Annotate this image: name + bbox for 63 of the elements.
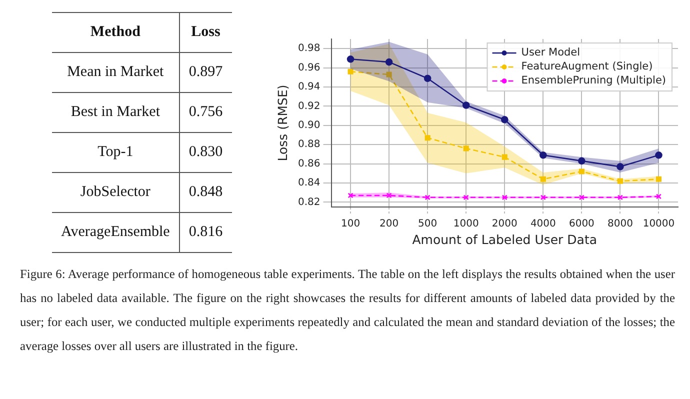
point bbox=[348, 192, 354, 198]
y-tick-label: 0.88 bbox=[298, 139, 320, 150]
x-tick-label: 1000 bbox=[453, 218, 479, 230]
x-tick-label: 6000 bbox=[568, 218, 594, 230]
point bbox=[386, 192, 392, 198]
point bbox=[424, 74, 432, 82]
point bbox=[540, 194, 546, 200]
point bbox=[502, 194, 508, 200]
x-axis-title: Amount of Labeled User Data bbox=[412, 232, 598, 247]
point bbox=[656, 176, 662, 182]
point bbox=[656, 194, 662, 200]
point bbox=[463, 194, 469, 200]
point bbox=[617, 178, 623, 184]
caption: Figure 6: Average performance of homogeneous table experiments. The table on the left displays the results obtained when the user has no labeled data available. The figure on the right showcases the results for different amounts of labeled data provided by the user; for each user, we conducted multiple experiments repeatedly and calculated the mean and standard deviation of the losses; the average losses over all users are illustrated in the figure. bbox=[20, 266, 675, 355]
point bbox=[500, 116, 508, 124]
point bbox=[616, 163, 624, 170]
text: Method bbox=[52, 12, 180, 52]
point bbox=[540, 152, 547, 159]
point bbox=[385, 58, 393, 66]
point bbox=[424, 194, 430, 200]
y-tick-label: 0.98 bbox=[298, 43, 320, 54]
data-label: 0.897 bbox=[179, 52, 232, 92]
y-tick-label: 0.86 bbox=[298, 158, 320, 170]
category-label: Mean in Market bbox=[52, 52, 180, 92]
x-tick-label: 200 bbox=[380, 218, 399, 230]
category-label: Top-1 bbox=[52, 132, 180, 172]
y-tick-label: 0.94 bbox=[298, 82, 320, 93]
x-tick-label: 2000 bbox=[492, 218, 518, 230]
point bbox=[502, 154, 508, 160]
point bbox=[578, 194, 584, 200]
y-tick-label: 0.92 bbox=[298, 100, 320, 112]
data-label: 0.848 bbox=[179, 172, 232, 212]
y-tick-label: 0.84 bbox=[298, 178, 320, 189]
text: Loss bbox=[179, 12, 232, 52]
legend-label: FeatureAugment (Single) bbox=[521, 60, 653, 73]
point bbox=[617, 194, 623, 200]
category-label: AverageEnsemble bbox=[52, 212, 180, 252]
category-label: Best in Market bbox=[52, 92, 180, 132]
point bbox=[578, 168, 584, 174]
legend-label: EnsemblePruning (Multiple) bbox=[521, 74, 666, 87]
legend-label: User Model bbox=[521, 46, 580, 59]
point bbox=[348, 68, 354, 74]
point bbox=[578, 157, 586, 165]
x-tick-label: 500 bbox=[418, 218, 438, 230]
x-tick-label: 8000 bbox=[607, 218, 633, 230]
point bbox=[424, 135, 430, 141]
x-tick-label: 10000 bbox=[642, 218, 675, 230]
y-tick-label: 0.96 bbox=[298, 62, 320, 74]
x-tick-label: 100 bbox=[340, 218, 360, 230]
y-tick-label: 0.82 bbox=[298, 196, 320, 208]
y-tick-label: 0.90 bbox=[298, 120, 320, 131]
point bbox=[655, 152, 662, 159]
point bbox=[346, 56, 354, 63]
y-axis-title: Loss (RMSE) bbox=[274, 84, 290, 162]
category-label: JobSelector bbox=[52, 172, 180, 212]
point bbox=[386, 72, 392, 78]
point bbox=[463, 146, 469, 152]
point bbox=[540, 176, 546, 182]
data-label: 0.756 bbox=[179, 92, 232, 132]
point bbox=[462, 102, 470, 109]
data-label: 0.816 bbox=[179, 212, 232, 252]
x-tick-label: 4000 bbox=[530, 218, 556, 230]
data-label: 0.830 bbox=[179, 132, 232, 172]
